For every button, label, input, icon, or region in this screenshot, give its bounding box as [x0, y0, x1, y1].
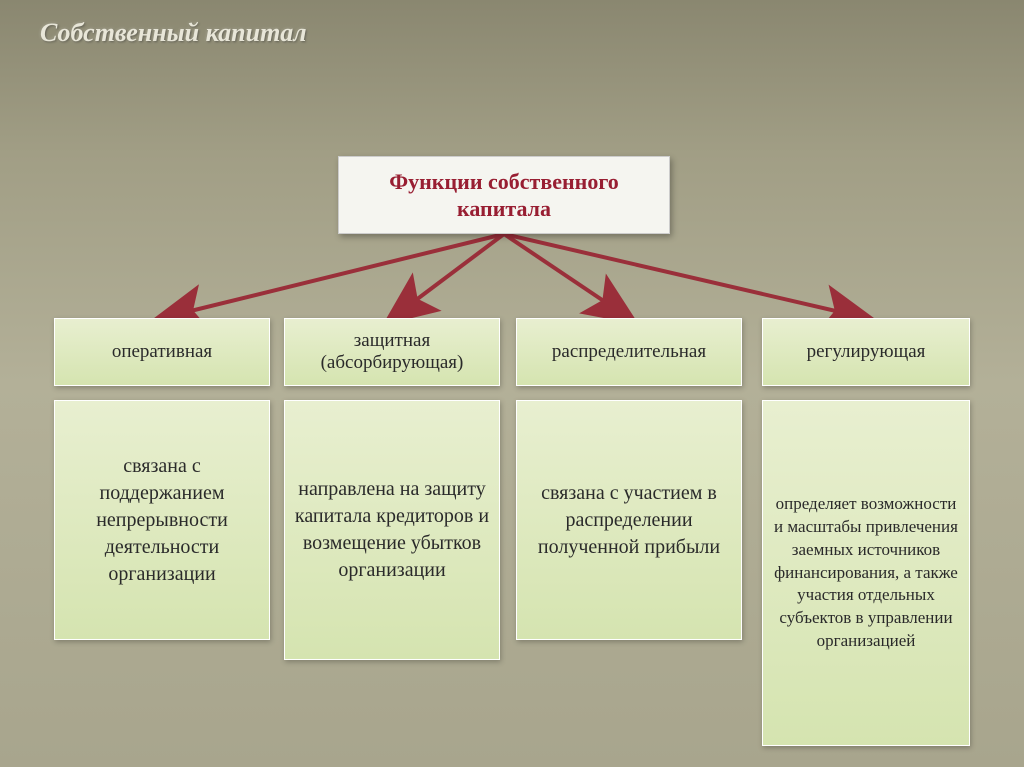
main-title-box: Функции собственного капитала: [338, 156, 670, 234]
column-headers-row: оперативнаязащитная (абсорбирующая)распр…: [0, 318, 1024, 388]
column-description: определяет возможности и масштабы привле…: [762, 400, 970, 746]
column-description: направлена на защиту капитала кредиторов…: [284, 400, 500, 660]
column-description: связана с участием в распределении получ…: [516, 400, 742, 640]
column-header: защитная (абсорбирующая): [284, 318, 500, 386]
column-header: регулирующая: [762, 318, 970, 386]
slide-title: Собственный капитал: [40, 18, 307, 48]
column-header: оперативная: [54, 318, 270, 386]
column-header: распределительная: [516, 318, 742, 386]
column-description: связана с поддержанием непрерывности дея…: [54, 400, 270, 640]
main-title-text: Функции собственного капитала: [347, 168, 661, 223]
